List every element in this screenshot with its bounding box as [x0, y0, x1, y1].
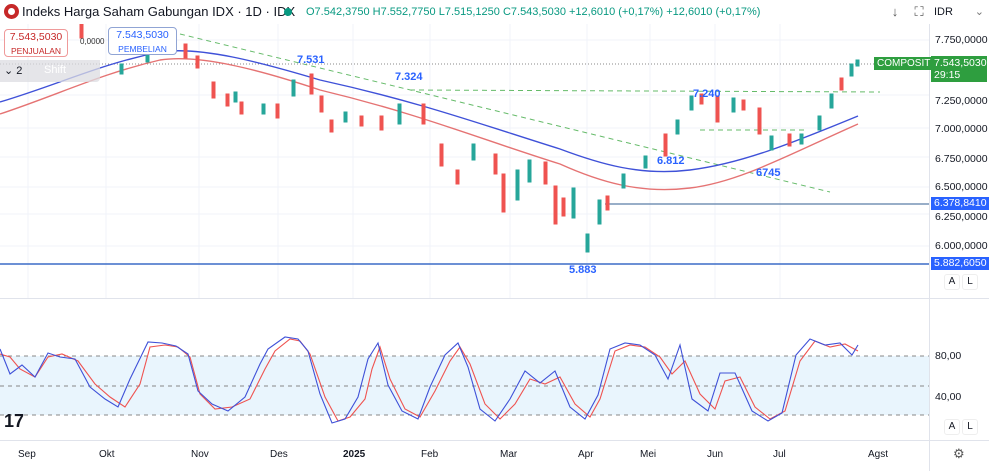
composite-tag: COMPOSITE [874, 57, 941, 70]
trade-panel-toggle[interactable]: ⌄ 2 Shift [0, 60, 100, 82]
sell-button[interactable]: 7.543,5030 PENJUALAN [4, 29, 68, 57]
price-label: 6.500,0000 [935, 181, 988, 193]
time-label: Okt [99, 449, 115, 460]
settings-icon[interactable]: ⚙ [953, 446, 965, 461]
time-label: Nov [191, 449, 209, 460]
time-label: Apr [578, 449, 594, 460]
symbol-logo-icon [4, 4, 19, 19]
time-label: Jul [773, 449, 786, 460]
sell-label: PENJUALAN [10, 46, 62, 56]
ohlc-values: O7.542,3750 H7.552,7750 L7.515,1250 C7.5… [306, 6, 761, 18]
buy-label: PEMBELIAN [118, 44, 167, 54]
download-icon[interactable]: ↓ [891, 4, 899, 19]
symbol-title[interactable]: Indeks Harga Saham Gabungan IDX · 1D · I… [22, 4, 296, 19]
currency-label: IDR [934, 6, 953, 18]
price-label: 6.000,0000 [935, 240, 988, 252]
log-scale-button[interactable]: L [962, 274, 978, 290]
annotation-7531: 7.531 [297, 54, 325, 66]
chart-header: Indeks Harga Saham Gabungan IDX · 1D · I… [0, 0, 989, 24]
price-label: 7.750,0000 [935, 34, 988, 46]
annotation-7240: 7.240 [693, 88, 721, 100]
auto-scale-button[interactable]: A [944, 274, 960, 290]
svg-text:17: 17 [4, 411, 24, 431]
spread-value: 0,0000 [80, 37, 105, 46]
annotation-7324: 7.324 [395, 71, 423, 83]
time-label: 2025 [343, 449, 366, 460]
level-low-tag: 5.882,6050 [931, 257, 989, 270]
time-label: Mar [500, 449, 518, 460]
shift-hint: Shift [44, 64, 67, 76]
fullscreen-icon[interactable]: ⛶ [914, 4, 924, 19]
currency-select[interactable]: IDR ⌄ [930, 2, 988, 22]
time-axis-divider [0, 440, 989, 441]
osc-label-80: 80,00 [935, 350, 962, 362]
annotation-5883: 5.883 [569, 264, 597, 276]
price-label: 6.750,0000 [935, 153, 988, 165]
buy-price: 7.543,5030 [116, 29, 169, 41]
annotation-6812: 6.812 [657, 155, 685, 167]
buy-button[interactable]: 7.543,5030 PEMBELIAN [108, 27, 177, 55]
time-label: Mei [640, 449, 657, 460]
price-label: 6.250,0000 [935, 211, 988, 223]
osc-label-40: 40,00 [935, 391, 962, 403]
bar-countdown: 29:15 [934, 69, 961, 81]
stochastic-oscillator[interactable]: 17 [0, 299, 929, 439]
market-status-icon [284, 8, 292, 16]
time-label: Jun [707, 449, 724, 460]
sell-price: 7.543,5030 [9, 31, 63, 43]
annotation-6745: 6745 [756, 167, 781, 179]
time-label: Des [270, 449, 288, 460]
chevron-down-icon: ⌄ [974, 6, 984, 18]
time-label: Feb [421, 449, 439, 460]
osc-log-scale-button[interactable]: L [962, 419, 978, 435]
pane-divider[interactable] [0, 298, 989, 299]
current-price-tag: 7.543,5030 29:15 [931, 56, 987, 82]
time-label: Sep [18, 449, 36, 460]
time-label: Agst [868, 449, 889, 460]
price-chart[interactable] [0, 24, 929, 298]
price-axis-divider [929, 24, 930, 471]
price-label: 7.000,0000 [935, 123, 988, 135]
price-label: 7.250,0000 [935, 95, 988, 107]
current-price: 7.543,5030 [934, 57, 987, 69]
collapse-button[interactable]: ⌄ 2 [4, 65, 23, 77]
osc-auto-scale-button[interactable]: A [944, 419, 960, 435]
tradingview-logo-icon: 17 [4, 411, 24, 431]
level-high-tag: 6.378,8410 [931, 197, 989, 210]
